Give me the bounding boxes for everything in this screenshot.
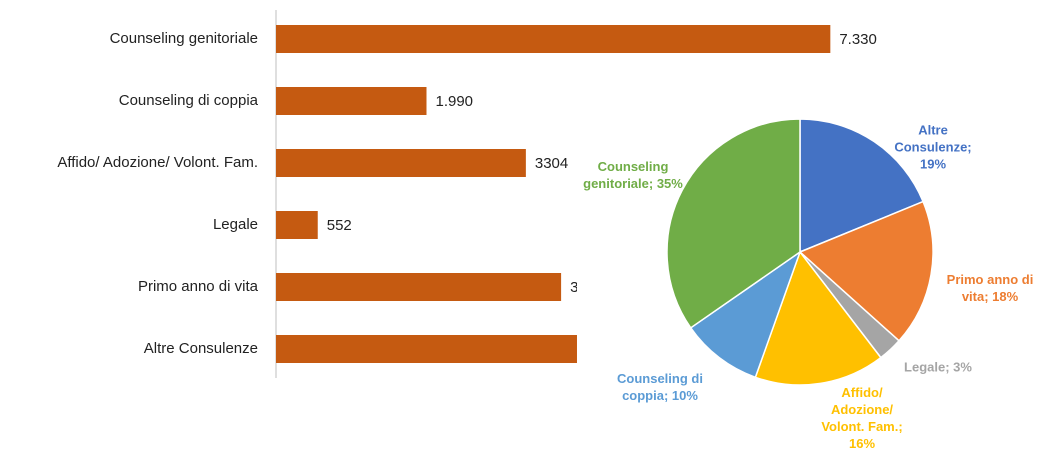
value-label: 1.990 xyxy=(435,93,473,110)
value-label: 3304 xyxy=(535,155,568,172)
value-label: 7.330 xyxy=(839,31,877,48)
bar xyxy=(276,87,427,115)
pie-slice xyxy=(799,118,925,254)
category-label: Legale xyxy=(213,216,258,233)
bar xyxy=(276,335,577,363)
category-label: Primo anno di vita xyxy=(138,278,259,295)
pie-slice xyxy=(798,200,934,342)
bar xyxy=(276,149,526,177)
bar xyxy=(276,273,562,301)
category-label: Affido/ Adozione/ Volont. Fam. xyxy=(57,154,258,171)
value-label: 552 xyxy=(327,217,352,234)
pie-label: Counseling genitoriale; 35% xyxy=(583,159,683,191)
bar xyxy=(276,25,831,53)
pie-slice xyxy=(754,250,882,386)
bar xyxy=(276,211,318,239)
pie-slice xyxy=(689,250,802,379)
category-label: Counseling di coppia xyxy=(119,92,259,109)
pie-label: Legale; 3% xyxy=(904,359,972,375)
pie-label: Counseling di coppia; 10% xyxy=(617,371,703,403)
category-label: Altre Consulenze xyxy=(144,340,258,357)
pie-slice xyxy=(666,118,801,329)
pie-label: Altre Consulenze; 19% xyxy=(894,122,972,172)
pie-label: Affido/ Adozione/ Volont. Fam.; 16% xyxy=(821,385,903,451)
pie-label: Primo anno di vita; 18% xyxy=(946,272,1034,304)
category-label: Counseling genitoriale xyxy=(110,30,258,47)
